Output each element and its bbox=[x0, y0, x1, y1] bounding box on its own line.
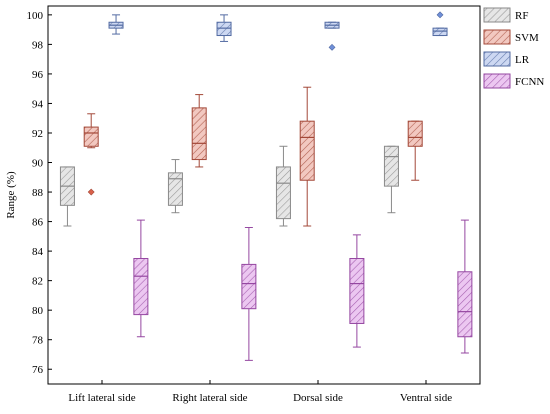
legend-label: RF bbox=[515, 10, 528, 22]
box-fcnn-dorsal-side bbox=[349, 234, 365, 348]
box-iqr bbox=[432, 27, 448, 37]
box-rf-right-lateral-side bbox=[167, 159, 183, 214]
plot-frame bbox=[47, 5, 481, 385]
box-iqr bbox=[349, 257, 365, 324]
box-iqr bbox=[407, 120, 423, 147]
box-svm-lift-lateral-side bbox=[83, 113, 99, 196]
legend-label: LR bbox=[515, 54, 530, 66]
y-tick-label: 86 bbox=[32, 217, 44, 229]
y-tick-label: 76 bbox=[32, 364, 44, 376]
box-fcnn-right-lateral-side bbox=[241, 226, 257, 361]
box-svm-right-lateral-side bbox=[191, 94, 207, 168]
y-tick-label: 84 bbox=[32, 246, 44, 258]
outlier-point bbox=[436, 11, 444, 19]
box-lr-right-lateral-side bbox=[216, 14, 232, 42]
box-rf-ventral-side bbox=[383, 145, 399, 214]
legend-label: FCNN bbox=[515, 76, 544, 88]
box-fcnn-lift-lateral-side bbox=[133, 219, 149, 338]
box-lr-ventral-side bbox=[432, 11, 448, 37]
y-tick-label: 96 bbox=[32, 69, 44, 81]
y-tick-label: 94 bbox=[32, 98, 44, 110]
box-iqr bbox=[457, 271, 473, 338]
box-fcnn-ventral-side bbox=[457, 219, 473, 354]
y-tick-label: 78 bbox=[32, 335, 44, 347]
legend-swatch bbox=[483, 7, 511, 23]
x-tick-label-ventral-side: Ventral side bbox=[400, 392, 452, 404]
x-tick-label-lift-lateral-side: Lift lateral side bbox=[68, 392, 135, 404]
box-iqr bbox=[133, 257, 149, 316]
box-iqr bbox=[83, 126, 99, 147]
box-rf-lift-lateral-side bbox=[59, 166, 75, 227]
legend-swatch bbox=[483, 29, 511, 45]
outlier-point bbox=[328, 43, 336, 51]
legend-item-svm: SVM bbox=[483, 29, 539, 45]
legend-swatch bbox=[483, 73, 511, 89]
y-tick-label: 80 bbox=[32, 305, 44, 317]
legend-item-rf: RF bbox=[483, 7, 528, 23]
box-rf-dorsal-side bbox=[275, 145, 291, 227]
y-tick-label: 92 bbox=[32, 128, 43, 140]
x-tick-label-dorsal-side: Dorsal side bbox=[293, 392, 343, 404]
box-iqr bbox=[383, 145, 399, 187]
outlier-point bbox=[87, 188, 95, 196]
legend-item-fcnn: FCNN bbox=[483, 73, 544, 89]
box-lr-dorsal-side bbox=[324, 21, 340, 51]
y-tick-label: 98 bbox=[32, 39, 44, 51]
legend-item-lr: LR bbox=[483, 51, 530, 67]
box-iqr bbox=[191, 107, 207, 161]
box-iqr bbox=[299, 120, 315, 181]
box-svm-dorsal-side bbox=[299, 86, 315, 227]
y-tick-label: 82 bbox=[32, 276, 43, 288]
box-iqr bbox=[241, 263, 257, 310]
y-axis-title: Range (%) bbox=[5, 171, 17, 219]
x-tick-label-right-lateral-side: Right lateral side bbox=[172, 392, 247, 404]
box-iqr bbox=[216, 21, 232, 37]
legend-swatch bbox=[483, 51, 511, 67]
box-svm-ventral-side bbox=[407, 120, 423, 181]
y-tick-label: 90 bbox=[32, 158, 44, 170]
y-tick-label: 88 bbox=[32, 187, 44, 199]
y-tick-label: 100 bbox=[27, 10, 44, 22]
legend-label: SVM bbox=[515, 32, 539, 44]
box-iqr bbox=[167, 172, 183, 206]
box-iqr bbox=[275, 166, 291, 220]
box-lr-lift-lateral-side bbox=[108, 14, 124, 35]
